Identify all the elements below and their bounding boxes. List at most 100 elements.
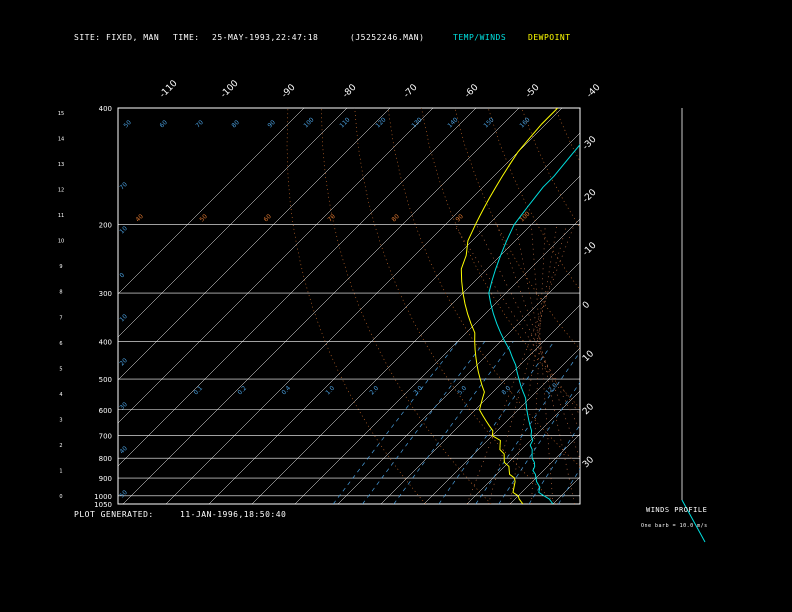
header-file-value: (J5252246.MAN): [350, 33, 425, 42]
header-time-value: 25-MAY-1993,22:47:18: [212, 33, 319, 42]
theta-label: 100: [518, 210, 531, 223]
dry-adiabat-line: [286, 108, 426, 504]
isotherm-line: [725, 108, 792, 504]
dry-adiabat-line: [755, 108, 792, 504]
winds-profile-title: WINDS PROFILE: [646, 506, 708, 514]
height-tick-label: 15: [58, 111, 64, 117]
moist-adiabat-line: [531, 224, 546, 504]
height-tick-label: 11: [58, 213, 64, 219]
isotherm-line: [337, 261, 580, 504]
right-temp-label: 30: [581, 455, 596, 470]
isotherm-line: [208, 132, 580, 504]
theta-label: 0: [118, 272, 126, 280]
header-site-label: SITE:: [74, 33, 101, 42]
height-tick-label: 0: [59, 494, 62, 500]
theta-label: 70: [326, 213, 336, 223]
theta-label: 100: [302, 116, 315, 129]
isotherm-label: -100: [219, 78, 241, 100]
mixing-ratio-label: 0.2: [236, 385, 248, 397]
theta-label: 120: [374, 116, 387, 129]
isotherm-label: -80: [341, 82, 359, 100]
height-tick-label: 2: [59, 443, 62, 449]
theta-label: 40: [118, 445, 128, 455]
theta-label: 90: [454, 213, 464, 223]
mixing-ratio-line: [498, 381, 580, 504]
temperature-series-line: [488, 143, 580, 504]
theta-label: 50: [118, 489, 128, 499]
theta-label: 70: [194, 119, 204, 129]
dry-adiabat-line: [387, 108, 580, 467]
pressure-tick-label: 200: [99, 222, 112, 230]
header-time-label: TIME:: [173, 33, 200, 42]
moist-adiabat-line: [453, 224, 580, 416]
plot-frame: [117, 107, 581, 505]
height-tick-label: 8: [59, 290, 62, 296]
dry-adiabat-line: [354, 108, 557, 504]
dry-adiabat-line: [622, 108, 792, 504]
isotherm-line: [380, 304, 580, 504]
dry-adiabat-line: [588, 108, 792, 504]
theta-label: 110: [338, 116, 351, 129]
mixing-ratio-label: 3.0: [412, 385, 424, 397]
theta-label: 20: [118, 357, 128, 367]
height-tick-label: 6: [59, 341, 62, 347]
mixing-ratio-label: 0.4: [280, 385, 292, 397]
right-temp-label: -10: [581, 240, 599, 258]
dry-adiabat-line: [722, 108, 792, 504]
dry-adiabat-line: [421, 108, 580, 409]
isotherm-label: -40: [585, 82, 603, 100]
theta-label: 40: [134, 213, 144, 223]
right-temp-label: -20: [581, 187, 599, 205]
isotherm-line: [118, 108, 348, 338]
pressure-tick-label: 400: [99, 338, 112, 346]
isotherm-line: [596, 108, 792, 504]
dry-adiabat-line: [321, 108, 492, 504]
mixing-ratio-label: 1.0: [324, 385, 336, 397]
isotherm-line: [768, 108, 792, 504]
isotherm-line: [165, 108, 563, 504]
height-tick-label: 7: [59, 315, 62, 321]
moist-adiabat-line: [476, 224, 580, 431]
header-site-value: FIXED, MAN: [106, 33, 160, 42]
height-tick-label: 9: [59, 264, 62, 270]
isotherm-line: [466, 390, 580, 504]
pressure-tick-label: 800: [99, 455, 112, 463]
theta-label: 80: [230, 119, 240, 129]
isotherm-line: [118, 108, 434, 424]
isotherm-label: -50: [524, 82, 542, 100]
dry-adiabat-line: [454, 108, 580, 350]
pressure-tick-label: 400: [99, 105, 112, 113]
right-temp-label: 10: [581, 349, 596, 364]
pressure-tick-label: 900: [99, 475, 112, 483]
isotherm-line: [118, 108, 305, 295]
isotherm-line: [639, 108, 792, 504]
pressure-tick-label: 1050: [94, 501, 112, 509]
theta-label: 150: [482, 116, 495, 129]
moist-adiabat-line: [496, 224, 580, 460]
mixing-ratio-line: [475, 351, 580, 504]
pressure-tick-label: 600: [99, 407, 112, 415]
mixing-ratio-line: [528, 424, 580, 504]
height-tick-label: 14: [58, 137, 64, 143]
moist-adiabat-line: [488, 224, 567, 504]
mixing-ratio-line: [620, 342, 717, 505]
dewpoint-series-line: [460, 108, 559, 504]
pressure-tick-label: 1000: [94, 493, 112, 501]
mixing-ratio-label: 8.0: [500, 385, 512, 397]
theta-label: 50: [198, 213, 208, 223]
isotherm-line: [423, 347, 580, 504]
mixing-ratio-label: 12.0: [544, 382, 559, 397]
mixing-ratio-line: [585, 342, 686, 505]
height-tick-label: 12: [58, 188, 64, 194]
right-temp-label: 0: [581, 300, 592, 311]
dry-adiabat-line: [655, 108, 792, 504]
isotherm-line: [509, 433, 580, 504]
theta-label: 10: [118, 313, 128, 323]
isotherm-line: [251, 175, 580, 504]
mixing-ratio-line: [558, 468, 580, 504]
mixing-ratio-line: [362, 341, 486, 504]
dry-adiabat-line: [487, 108, 580, 291]
height-tick-label: 4: [59, 392, 62, 398]
isotherm-line: [118, 108, 391, 381]
isotherm-line: [118, 108, 477, 467]
